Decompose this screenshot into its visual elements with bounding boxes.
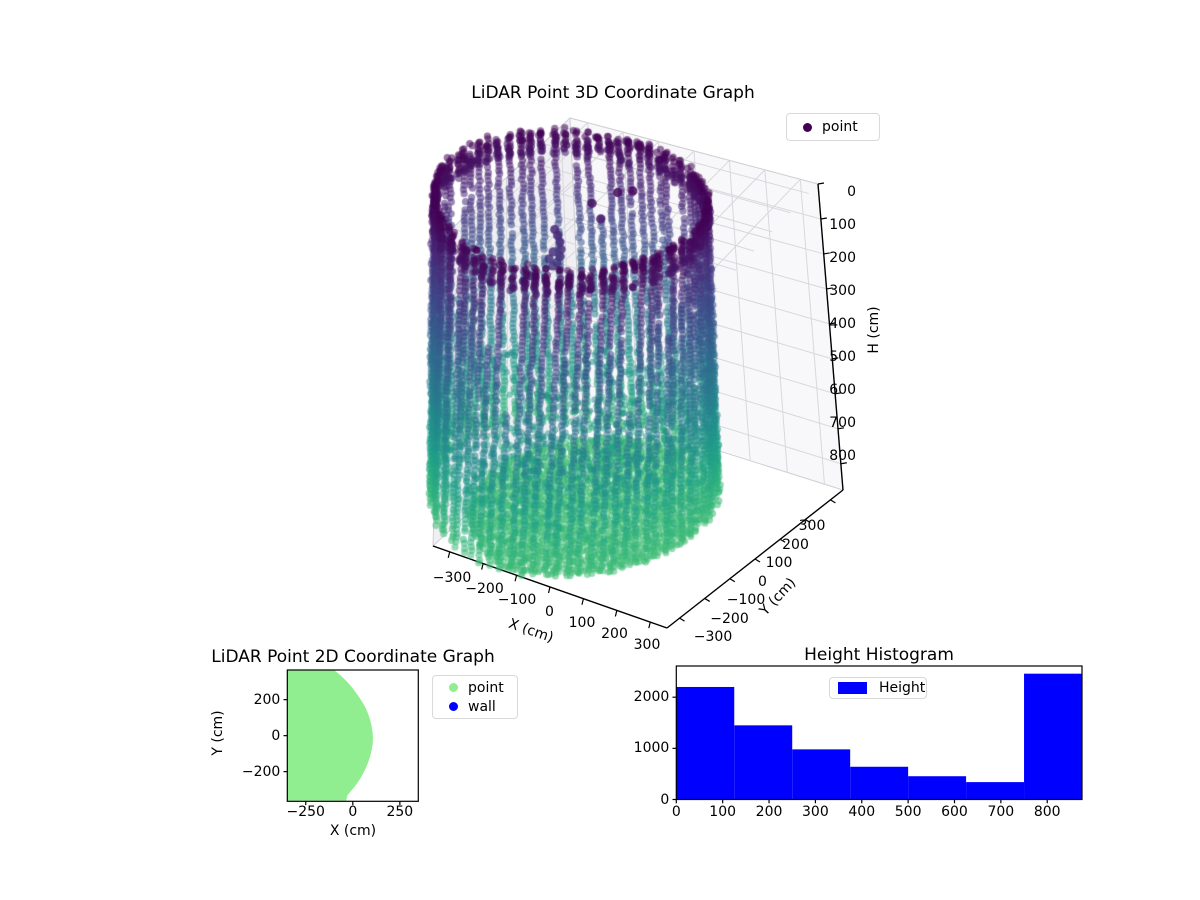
lidar-figure: LiDAR Point 3D Coordinate Graph X (cm) Y… bbox=[0, 0, 1200, 900]
3d-point-cloud-canvas bbox=[0, 0, 1200, 900]
